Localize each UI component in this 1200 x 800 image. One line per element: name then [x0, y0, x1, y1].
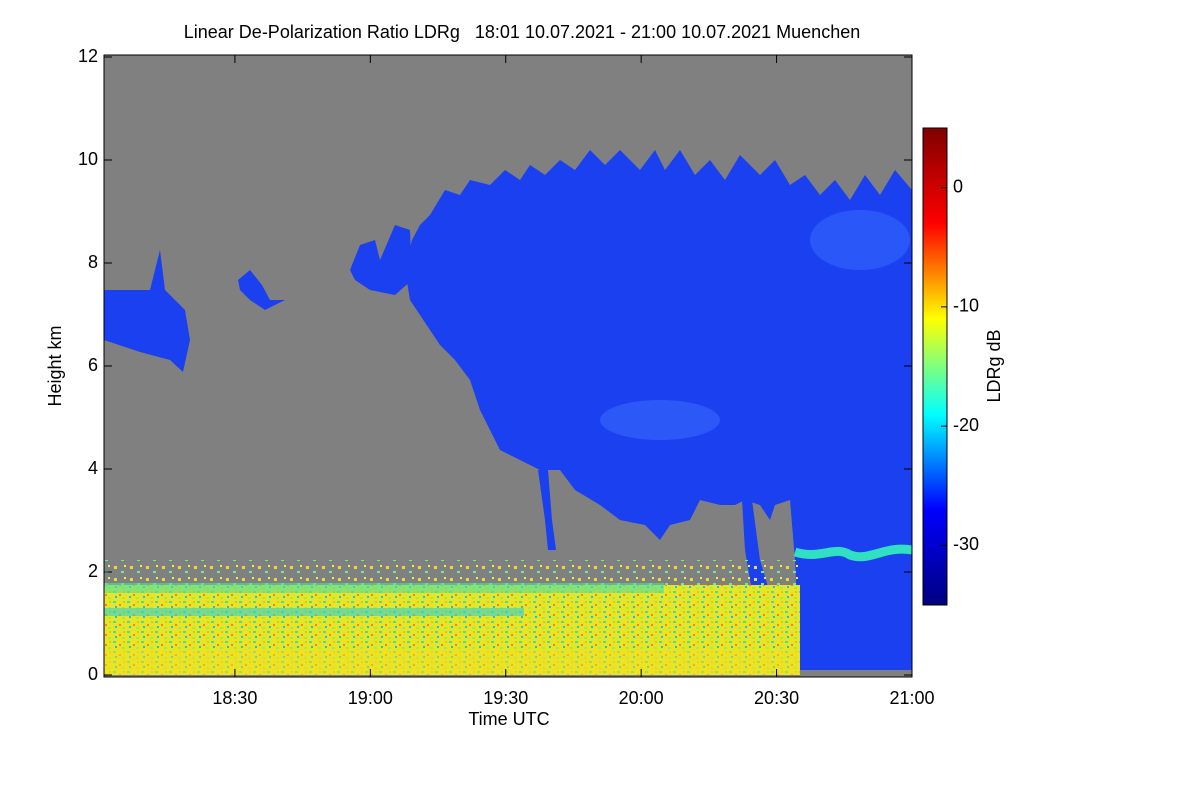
colorbar-tick-label: -10	[953, 296, 979, 316]
chart-title: Linear De-Polarization Ratio LDRg 18:01 …	[184, 22, 860, 42]
colorbar-tick-label: -20	[953, 415, 979, 435]
x-tick-label: 20:00	[619, 688, 664, 708]
colorbar	[922, 127, 948, 606]
x-tick-label: 19:00	[348, 688, 393, 708]
y-tick-label: 2	[88, 561, 98, 581]
y-axis-label: Height km	[45, 325, 65, 406]
x-tick-label: 21:00	[889, 688, 934, 708]
y-tick-label: 12	[78, 46, 98, 66]
y-tick-label: 0	[88, 664, 98, 684]
y-tick-label: 8	[88, 252, 98, 272]
x-axis-label: Time UTC	[468, 709, 549, 729]
boundary-layer-band	[104, 608, 524, 616]
boundary-layer-band	[104, 650, 800, 675]
cloud	[350, 225, 412, 295]
y-tick-label: 10	[78, 149, 98, 169]
x-tick-label: 18:30	[212, 688, 257, 708]
y-tick-label: 6	[88, 355, 98, 375]
cloud-patch	[600, 400, 720, 440]
x-tick-label: 20:30	[754, 688, 799, 708]
colorbar-tick-label: 0	[953, 176, 963, 196]
melting-layer	[793, 544, 913, 562]
colorbar-tick-label: -30	[953, 534, 979, 554]
heatmap-field	[104, 55, 913, 677]
x-tick-label: 19:30	[483, 688, 528, 708]
colorbar-label: LDRg dB	[984, 329, 1004, 402]
aerosol-speckle	[104, 560, 800, 585]
boundary-layer-band	[104, 583, 664, 593]
fall-streak	[538, 470, 556, 550]
y-tick-label: 4	[88, 458, 98, 478]
cloud	[238, 270, 285, 310]
cloud	[104, 250, 190, 372]
cloud-patch	[810, 210, 910, 270]
